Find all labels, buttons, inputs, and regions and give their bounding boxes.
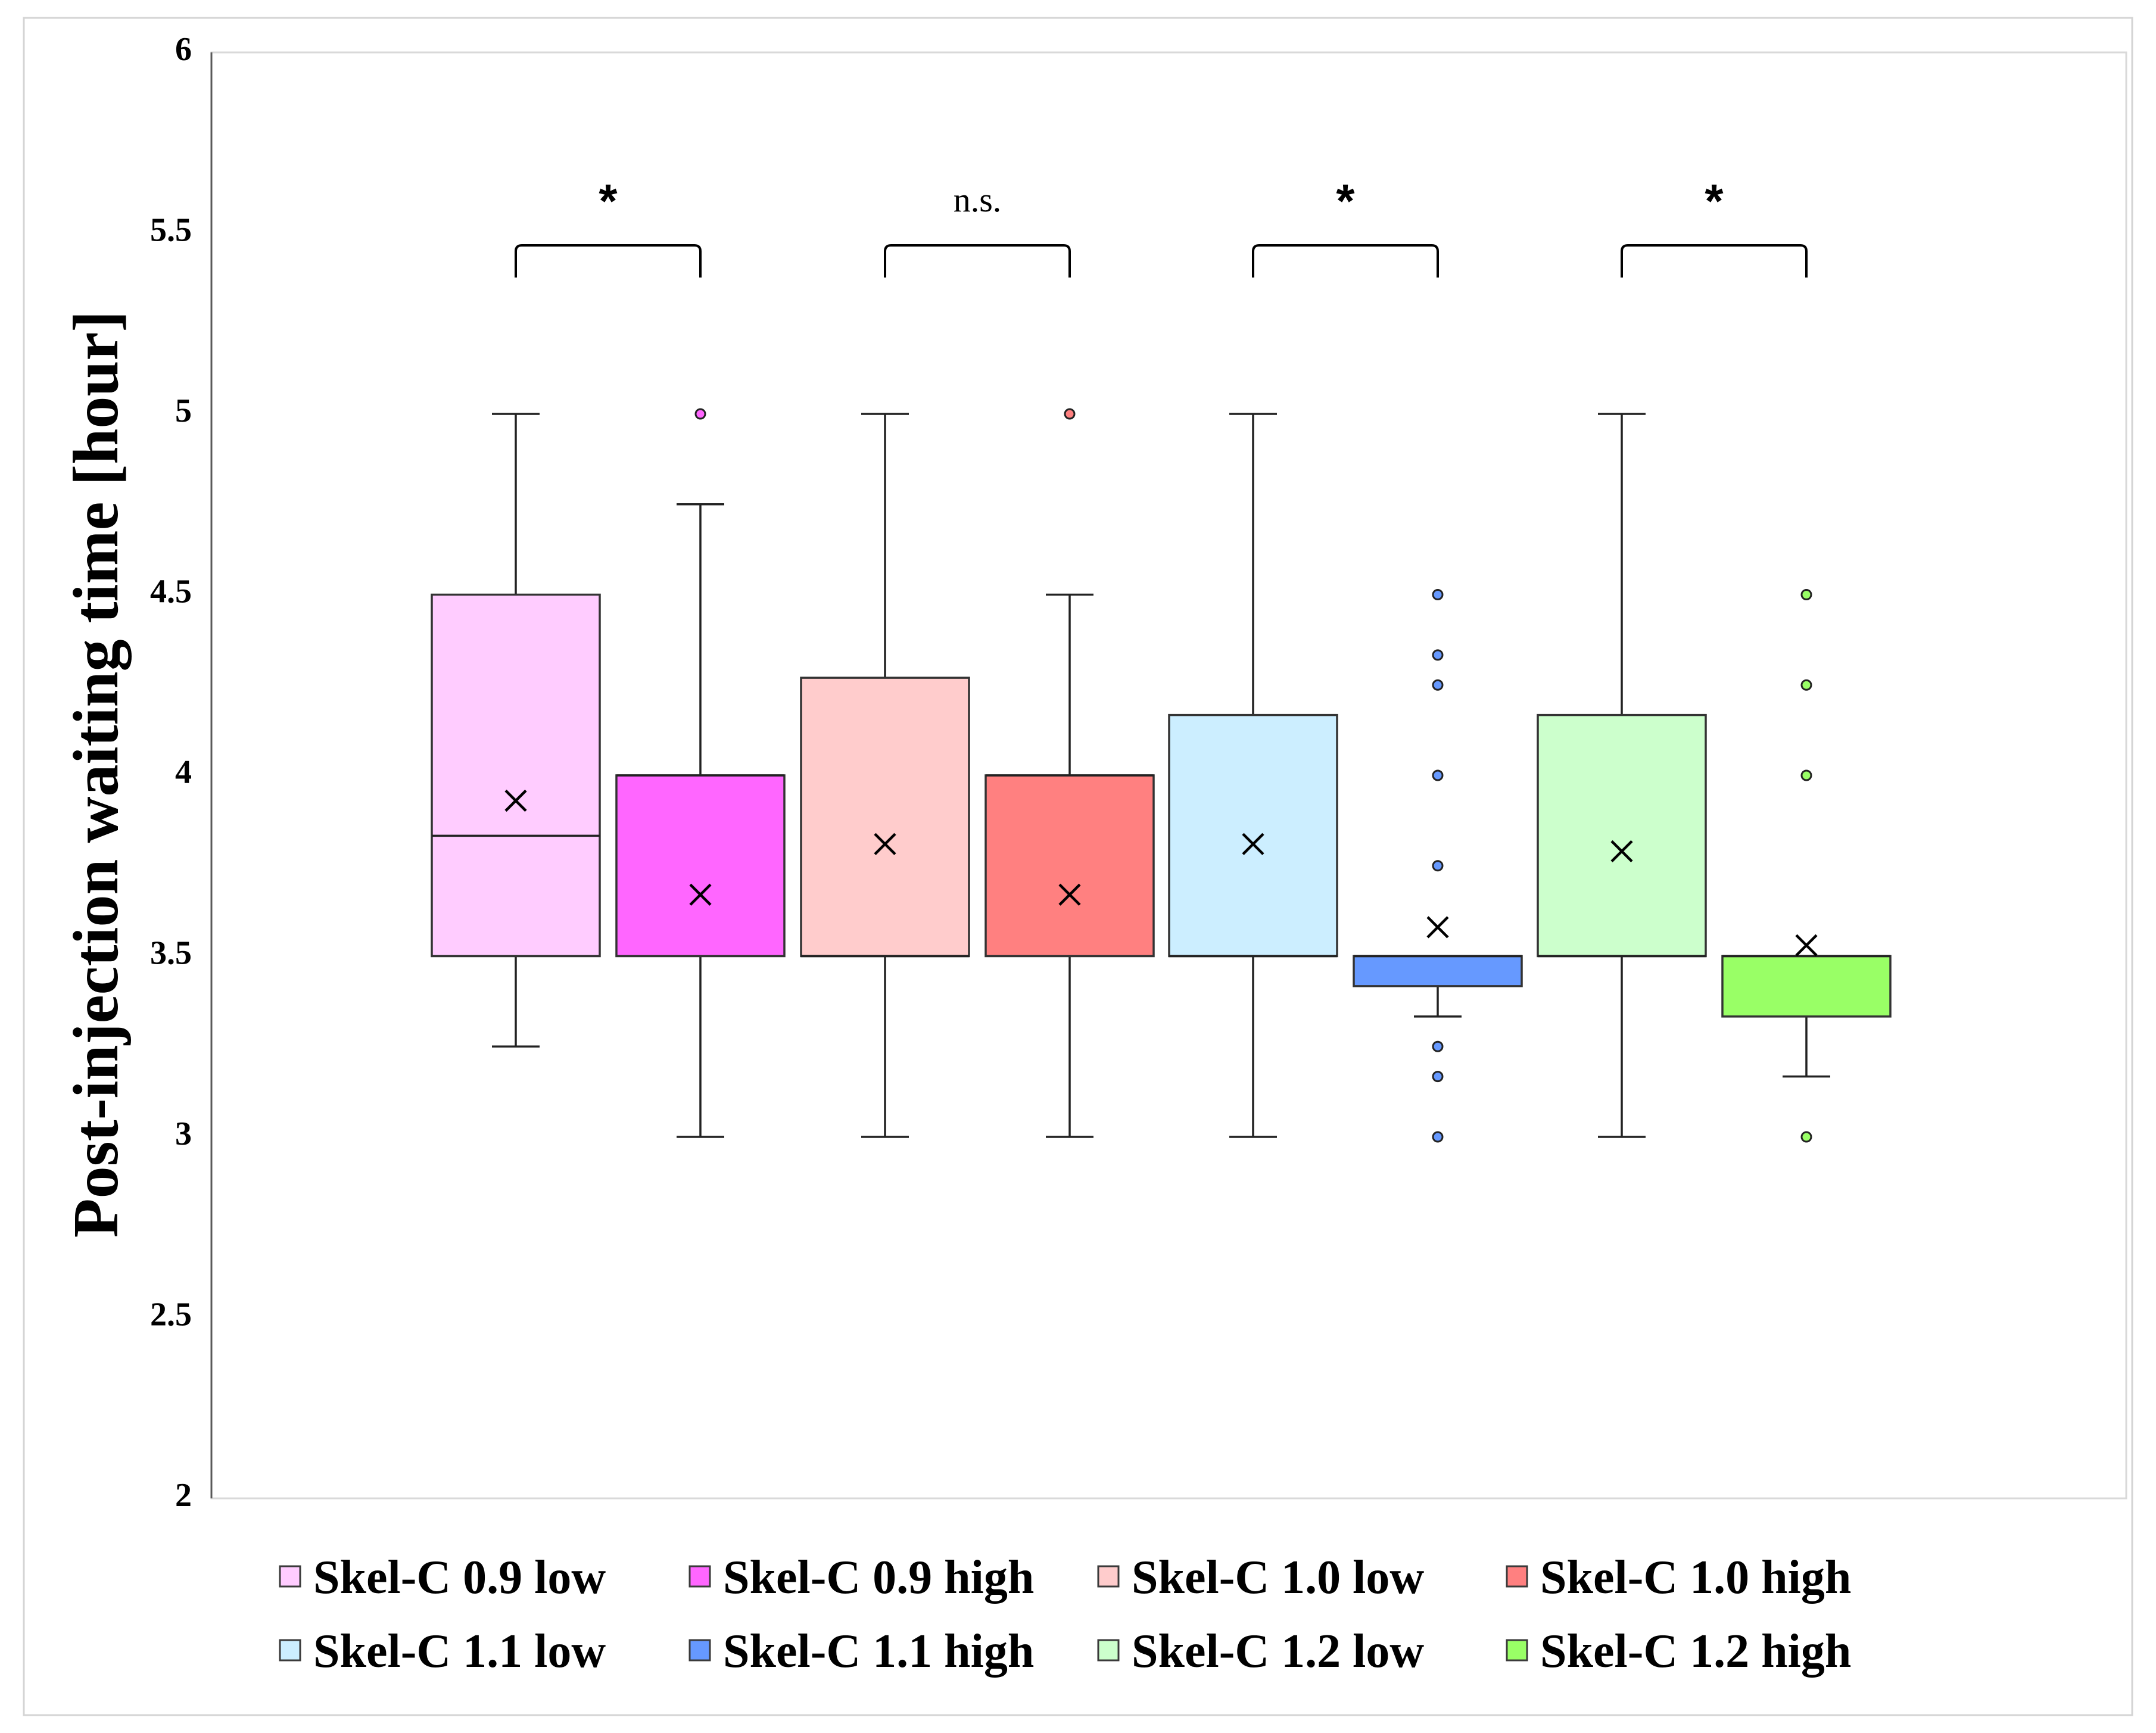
box-group [1721, 589, 1892, 1143]
box-group [800, 413, 970, 1138]
y-tick-label: 2 [175, 1477, 192, 1514]
mean-marker [874, 833, 896, 855]
outlier-point [1432, 1040, 1444, 1052]
outlier-point [1432, 679, 1444, 691]
box-group [1353, 589, 1523, 1143]
significance-bracket [884, 244, 1071, 278]
y-tick-label: 6 [175, 31, 192, 68]
box-group [1537, 413, 1707, 1138]
outlier-point [694, 408, 706, 420]
box-iqr [615, 774, 786, 958]
outlier-point [1800, 1131, 1812, 1143]
mean-marker [1795, 934, 1818, 956]
legend-swatch [1097, 1565, 1120, 1588]
y-tick-label: 4 [175, 754, 192, 791]
legend-item: Skel-C 1.2 high [1506, 1625, 1851, 1678]
y-axis-label: Post-injection waiting time [hour] [61, 311, 132, 1238]
significance-bracket [1252, 244, 1439, 278]
legend-item: Skel-C 0.9 low [279, 1551, 606, 1604]
legend-label: Skel-C 1.2 high [1540, 1625, 1851, 1678]
outlier-point [1064, 408, 1076, 420]
legend-label: Skel-C 0.9 high [723, 1551, 1034, 1604]
outlier-point [1432, 649, 1444, 661]
legend-swatch [1097, 1639, 1120, 1662]
box-group [431, 413, 601, 1048]
y-axis-ticks: 2 2.5 3 3.5 4 4.5 5 5.5 6 [150, 31, 192, 1514]
box-group [1168, 413, 1338, 1138]
y-tick-label: 3 [175, 1115, 192, 1152]
outlier-point [1432, 769, 1444, 781]
box-series [431, 408, 1892, 1143]
significance-label: * [599, 174, 618, 227]
outlier-point [1800, 679, 1812, 691]
legend-label: Skel-C 0.9 low [313, 1551, 606, 1604]
y-tick-label: 4.5 [150, 573, 192, 610]
mean-marker [1058, 883, 1081, 906]
chart-frame [23, 17, 2133, 1716]
mean-marker [504, 789, 527, 812]
legend-swatch [688, 1639, 711, 1662]
outlier-point [1432, 860, 1444, 872]
mean-marker [1242, 833, 1264, 855]
box-iqr [800, 677, 970, 958]
significance-label: * [1336, 174, 1355, 227]
legend-item: Skel-C 1.0 low [1097, 1551, 1424, 1604]
box-group [984, 408, 1155, 1138]
box-iqr [984, 774, 1155, 958]
outlier-point [1800, 589, 1812, 600]
y-tick-label: 3.5 [150, 934, 192, 971]
mean-marker [1426, 916, 1449, 939]
legend-swatch [279, 1565, 301, 1588]
legend-item: Skel-C 1.2 low [1097, 1625, 1424, 1678]
significance-label: * [1705, 174, 1724, 227]
box-group [615, 408, 786, 1138]
mean-marker [1610, 840, 1633, 863]
legend: Skel-C 0.9 low Skel-C 0.9 high Skel-C 1.0 … [279, 1551, 1851, 1678]
outlier-point [1432, 1131, 1444, 1143]
box-iqr [1537, 713, 1707, 958]
legend-item: Skel-C 1.1 high [688, 1625, 1034, 1678]
mean-marker [689, 883, 712, 906]
legend-label: Skel-C 1.1 low [313, 1625, 606, 1678]
significance-brackets: * n.s. * * [515, 174, 1808, 278]
legend-swatch [1506, 1565, 1528, 1588]
y-tick-label: 5.5 [150, 211, 192, 248]
box-iqr [1168, 713, 1338, 958]
y-tick-label: 2.5 [150, 1296, 192, 1333]
significance-bracket [1621, 244, 1808, 278]
outlier-point [1432, 589, 1444, 600]
legend-item: Skel-C 1.1 low [279, 1625, 606, 1678]
legend-label: Skel-C 1.1 high [723, 1625, 1034, 1678]
legend-swatch [688, 1565, 711, 1588]
y-tick-label: 5 [175, 392, 192, 429]
legend-label: Skel-C 1.2 low [1132, 1625, 1424, 1678]
legend-swatch [1506, 1639, 1528, 1662]
box-iqr [1721, 955, 1892, 1018]
box-iqr [431, 593, 601, 958]
box-iqr [1353, 955, 1523, 987]
legend-item: Skel-C 1.0 high [1506, 1551, 1851, 1604]
significance-bracket [515, 244, 702, 278]
legend-item: Skel-C 0.9 high [688, 1551, 1034, 1604]
legend-label: Skel-C 1.0 low [1132, 1551, 1424, 1604]
legend-swatch [279, 1639, 301, 1662]
outlier-point [1800, 769, 1812, 781]
significance-label: n.s. [954, 180, 1002, 219]
legend-label: Skel-C 1.0 high [1540, 1551, 1851, 1604]
outlier-point [1432, 1071, 1444, 1083]
